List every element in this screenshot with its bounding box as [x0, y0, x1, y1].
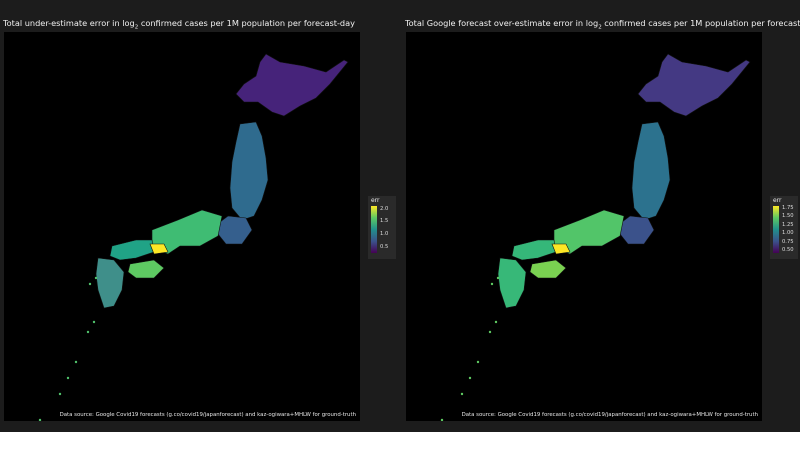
- legend-tick: 1.5: [380, 218, 389, 224]
- island-dot: [496, 276, 500, 280]
- legend-tick: 1.50: [782, 213, 794, 219]
- island-dot: [88, 282, 92, 286]
- region-highlight: [149, 243, 169, 255]
- region-shikoku: [529, 259, 567, 279]
- colorbar-gradient: [371, 206, 377, 253]
- panel-title: Total Google forecast over-estimate erro…: [405, 18, 800, 31]
- region-kyushu: [95, 257, 125, 309]
- legend-tick: 1.25: [782, 222, 794, 228]
- legend-title: err: [371, 197, 380, 204]
- region-tohoku: [631, 121, 671, 221]
- island-dot: [58, 392, 62, 396]
- legend-tick: 0.75: [782, 239, 794, 245]
- legend-tick: 1.0: [380, 231, 389, 237]
- map-panel-over-estimate: Total Google forecast over-estimate erro…: [402, 0, 800, 432]
- island-dot: [86, 330, 90, 334]
- colorbar-gradient: [773, 206, 779, 253]
- legend-title: err: [773, 197, 782, 204]
- island-dot: [476, 360, 480, 364]
- island-dot: [494, 320, 498, 324]
- region-kyushu: [497, 257, 527, 309]
- region-hokkaido: [637, 53, 751, 117]
- island-dot: [468, 376, 472, 380]
- figure-frame: Total under-estimate error in log2 confi…: [0, 0, 800, 432]
- island-dot: [92, 320, 96, 324]
- colorbar-legend: err 1.75 1.50 1.25 1.00 0.75 0.50: [770, 196, 798, 259]
- japan-map: Data source: Google Covid19 forecasts (g…: [4, 32, 360, 421]
- region-shikoku: [127, 259, 165, 279]
- legend-tick: 1.75: [782, 205, 794, 211]
- island-dot: [490, 282, 494, 286]
- region-chugoku: [511, 239, 557, 261]
- island-dot: [66, 376, 70, 380]
- island-dot: [38, 418, 42, 421]
- legend-tick: 0.50: [782, 247, 794, 253]
- region-highlight: [551, 243, 571, 255]
- data-source-note: Data source: Google Covid19 forecasts (g…: [59, 412, 356, 418]
- region-hokkaido: [235, 53, 349, 117]
- legend-tick: 2.0: [380, 206, 389, 212]
- region-kanto: [217, 215, 253, 245]
- island-dot: [94, 276, 98, 280]
- region-kanto: [619, 215, 655, 245]
- island-dot: [460, 392, 464, 396]
- island-dot: [74, 360, 78, 364]
- colorbar-legend: err 2.0 1.5 1.0 0.5: [368, 196, 396, 259]
- legend-tick: 0.5: [380, 244, 389, 250]
- data-source-note: Data source: Google Covid19 forecasts (g…: [461, 412, 758, 418]
- japan-map: Data source: Google Covid19 forecasts (g…: [406, 32, 762, 421]
- island-dot: [440, 418, 444, 421]
- legend-tick: 1.00: [782, 230, 794, 236]
- region-chugoku: [109, 239, 155, 261]
- region-tohoku: [229, 121, 269, 221]
- island-dot: [488, 330, 492, 334]
- map-panel-under-estimate: Total under-estimate error in log2 confi…: [0, 0, 397, 432]
- panel-title: Total under-estimate error in log2 confi…: [3, 18, 355, 31]
